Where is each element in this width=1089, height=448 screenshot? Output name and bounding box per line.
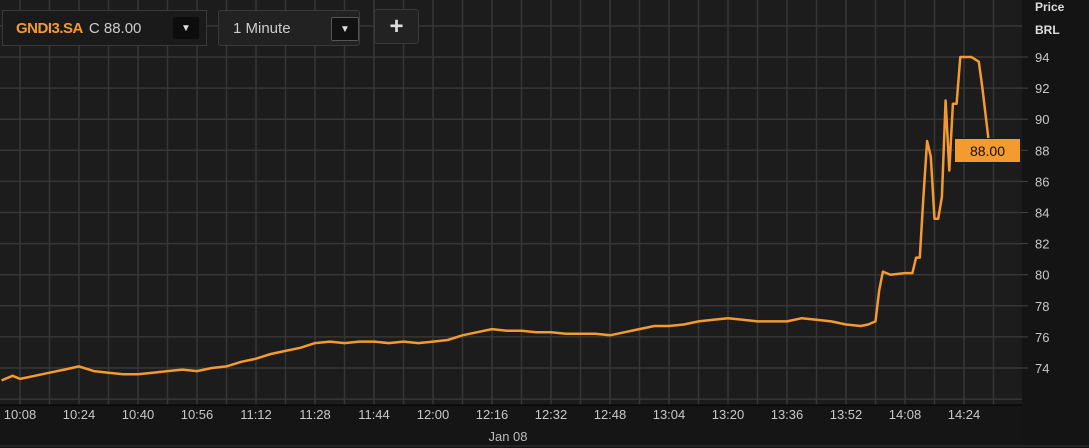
current-price-tag: 88.00	[955, 139, 1020, 162]
y-tick-label: 74	[1035, 361, 1049, 376]
x-tick-labels: 10:08 10:24 10:40 10:56 11:12 11:28 11:44 12:00…	[4, 407, 981, 422]
triangle-down-icon[interactable]: ▼	[331, 17, 359, 41]
y-tick-label: 88	[1035, 143, 1049, 158]
y-tick-label: 80	[1035, 268, 1049, 283]
grid	[0, 0, 1022, 405]
y-tick-label: 92	[1035, 81, 1049, 96]
x-tick-label: 14:08	[889, 407, 922, 422]
x-tick-label: 10:08	[4, 407, 37, 422]
symbol-selector[interactable]: GNDI3.SA C 88.00 ▼	[2, 10, 207, 46]
x-tick-label: 10:56	[181, 407, 214, 422]
y-tick-label: 84	[1035, 206, 1049, 221]
interval-dropdown[interactable]: 1 Minute ▼	[218, 10, 360, 46]
x-tick-label: 12:48	[594, 407, 627, 422]
y-tick-label: 94	[1035, 50, 1049, 65]
x-tick-label: 12:00	[417, 407, 450, 422]
y-tick-label: 86	[1035, 174, 1049, 189]
x-tick-label: 13:04	[653, 407, 686, 422]
y-tick-label: 82	[1035, 237, 1049, 252]
y-axis-title-price: Price	[1035, 0, 1065, 14]
x-tick-label: 10:40	[122, 407, 155, 422]
last-price: C 88.00	[88, 19, 142, 37]
plot-area	[0, 0, 1022, 405]
x-tick-label: 13:20	[712, 407, 745, 422]
x-tick-label: 12:32	[535, 407, 568, 422]
triangle-down-icon[interactable]: ▼	[173, 17, 199, 39]
y-axis-panel	[1022, 0, 1089, 448]
x-tick-label: 11:28	[299, 407, 331, 422]
x-tick-label: 13:52	[830, 407, 863, 422]
x-tick-label: 10:24	[63, 407, 96, 422]
y-axis-title-currency: BRL	[1035, 23, 1060, 37]
y-tick-label: 76	[1035, 330, 1049, 345]
x-tick-label: 11:12	[240, 407, 272, 422]
y-tick-label: 90	[1035, 112, 1049, 127]
x-tick-label: 13:36	[771, 407, 804, 422]
x-tick-label: 12:16	[476, 407, 509, 422]
y-tick-labels: 74 76 78 80 82 84 86 88 90 92 94	[1022, 50, 1049, 376]
x-axis-panel	[0, 405, 1022, 448]
x-tick-label: 14:24	[948, 407, 981, 422]
price-series-line	[1, 55, 992, 382]
add-button[interactable]: +	[374, 9, 419, 44]
x-tick-label: 11:44	[358, 407, 390, 422]
ticker-symbol: GNDI3.SA	[16, 19, 83, 37]
x-date-label: Jan 08	[488, 429, 527, 444]
interval-label: 1 Minute	[233, 19, 291, 37]
y-tick-label: 78	[1035, 299, 1049, 314]
